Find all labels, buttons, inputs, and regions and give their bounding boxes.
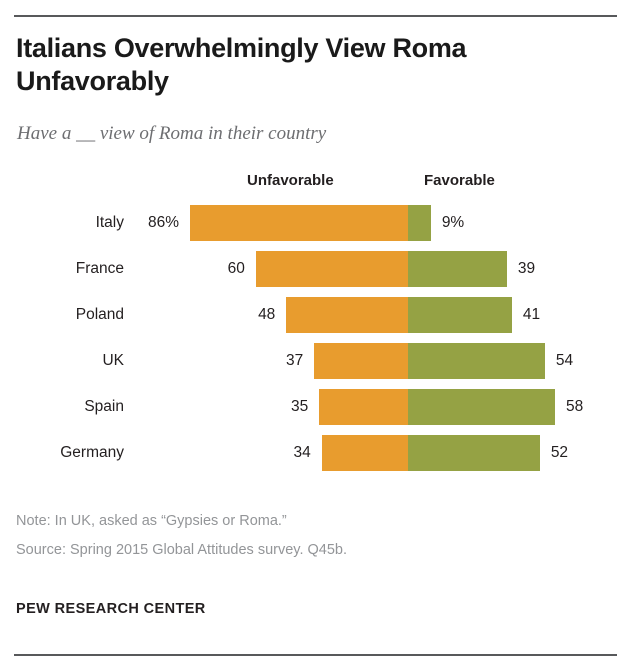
row-unfavorable-value: 60 — [227, 260, 245, 277]
row-country-label: France — [75, 260, 124, 277]
bottom-rule — [14, 654, 617, 656]
row-favorable-value: 39 — [517, 260, 536, 277]
bar-unfavorable — [255, 251, 408, 287]
legend-label-favorable: Favorable — [424, 172, 495, 189]
footer-notes: Note: In UK, asked as “Gypsies or Roma.”… — [16, 513, 616, 571]
bar-unfavorable — [314, 343, 408, 379]
brand-attribution: PEW RESEARCH CENTER — [16, 601, 206, 617]
note-text: Note: In UK, asked as “Gypsies or Roma.” — [16, 513, 287, 529]
legend-label-unfavorable: Unfavorable — [247, 172, 334, 189]
row-country-label: Italy — [95, 214, 124, 231]
row-unfavorable-value: 37 — [285, 352, 304, 369]
page-subtitle: Have a __ view of Roma in their country — [17, 123, 327, 144]
bar-favorable — [408, 205, 431, 241]
bar-favorable — [408, 435, 540, 471]
row-favorable-value: 52 — [550, 444, 569, 461]
chart-row: Germany 34 52 — [0, 435, 629, 481]
row-unfavorable-value: 86% — [147, 214, 179, 231]
chart-legend: Unfavorable Favorable — [0, 172, 629, 192]
chart-row: Poland 48 41 — [0, 297, 629, 343]
chart-row: Italy 86% 9% — [0, 205, 629, 251]
row-unfavorable-value: 35 — [291, 398, 309, 415]
row-unfavorable-value: 48 — [258, 306, 276, 323]
bar-favorable — [408, 297, 512, 333]
row-country-label: UK — [102, 352, 124, 369]
row-favorable-value: 41 — [522, 306, 541, 323]
chart-row: France 60 39 — [0, 251, 629, 297]
row-favorable-value: 58 — [566, 398, 584, 415]
row-country-label: Poland — [75, 306, 124, 323]
top-rule — [14, 15, 617, 17]
chart-row: UK 37 54 — [0, 343, 629, 389]
page-title: Italians Overwhelmingly View Roma Unfavo… — [16, 33, 467, 96]
bar-unfavorable — [321, 435, 408, 471]
bar-unfavorable — [189, 205, 408, 241]
row-country-label: Spain — [84, 398, 124, 415]
bar-unfavorable — [319, 389, 408, 425]
row-unfavorable-value: 34 — [293, 444, 311, 461]
chart-row: Spain 35 58 — [0, 389, 629, 435]
source-text: Source: Spring 2015 Global Attitudes sur… — [16, 542, 348, 558]
row-favorable-value: 54 — [555, 352, 574, 369]
bar-unfavorable — [286, 297, 408, 333]
bar-favorable — [408, 389, 556, 425]
row-country-label: Germany — [60, 444, 124, 461]
bar-favorable — [408, 343, 545, 379]
row-favorable-value: 9% — [441, 214, 465, 231]
bar-favorable — [408, 251, 507, 287]
bar-chart: Italy 86% 9% France 60 39 Poland 48 41 UK 37 54 Spai… — [0, 205, 629, 490]
